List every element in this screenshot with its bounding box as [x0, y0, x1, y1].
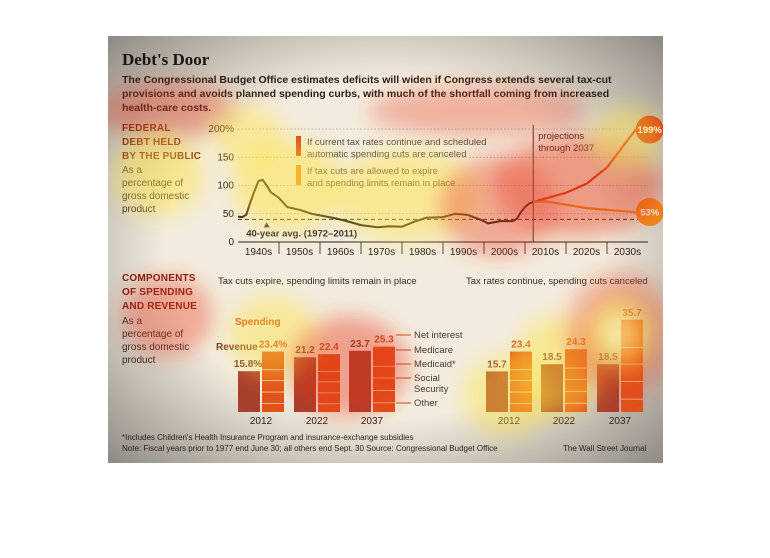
end-label: 53% [640, 208, 660, 219]
heat-blob [233, 141, 343, 231]
bar-category-label: 2022 [553, 416, 576, 427]
heat-blob [593, 106, 663, 166]
intro-line-1: The Congressional Budget Office estimate… [122, 74, 612, 86]
bar-category-label: 2037 [609, 416, 632, 427]
chart-panel: Debt's Door The Congressional Budget Off… [108, 36, 663, 463]
heat-blob [288, 316, 408, 416]
x-tick-label: 2020s [573, 247, 600, 258]
bar-category-label: 2037 [361, 416, 384, 427]
component-label: Medicaid* [414, 359, 456, 370]
x-tick-label: 1940s [245, 247, 272, 258]
x-tick-label: 1980s [409, 247, 436, 258]
x-tick-label: 1960s [327, 247, 354, 258]
component-label: Medicare [414, 345, 453, 356]
bar-chart-title: Tax cuts expire, spending limits remain … [218, 276, 417, 287]
bar-category-label: 2012 [250, 416, 273, 427]
heat-hotspot [558, 264, 663, 404]
bar-category-label: 2022 [306, 416, 329, 427]
x-tick-label: 1970s [368, 247, 395, 258]
component-label: Net interest [414, 330, 463, 341]
footnote-source: Note: Fiscal years prior to 1977 end Jun… [122, 444, 498, 453]
heatmap-blobs [108, 83, 663, 436]
x-tick-label: 2030s [614, 247, 641, 258]
components-subtitle-4: product [122, 355, 156, 366]
x-tick-label: 1950s [286, 247, 313, 258]
credit-wsj: The Wall Street Journal [563, 444, 647, 453]
legend-text: If current tax rates continue and schedu… [307, 137, 487, 148]
heat-blob [123, 276, 213, 356]
y-tick-label: 50 [223, 209, 235, 220]
component-label: Social [414, 373, 440, 384]
x-tick-label: 1990s [450, 247, 477, 258]
y-tick-label: 0 [228, 237, 234, 248]
heat-blob [108, 83, 238, 139]
chart-title: Debt's Door [122, 50, 210, 69]
heat-blob [368, 86, 588, 136]
component-label: Other [414, 398, 438, 409]
footnote-medicaid: *Includes Children's Health Insurance Pr… [122, 433, 414, 442]
x-tick-label: 2010s [532, 247, 559, 258]
heat-blob [113, 136, 203, 216]
y-tick-label: 100 [217, 181, 234, 192]
attention-heatmap-overlay [108, 83, 663, 436]
revenue-bar [238, 371, 260, 412]
projection-label: projections [538, 131, 584, 142]
bar-chart-title: Tax rates continue, spending cuts cancel… [466, 276, 648, 287]
reference-line-label: 40-year avg. (1972–2011) [246, 228, 357, 239]
component-label: Security [414, 384, 449, 395]
